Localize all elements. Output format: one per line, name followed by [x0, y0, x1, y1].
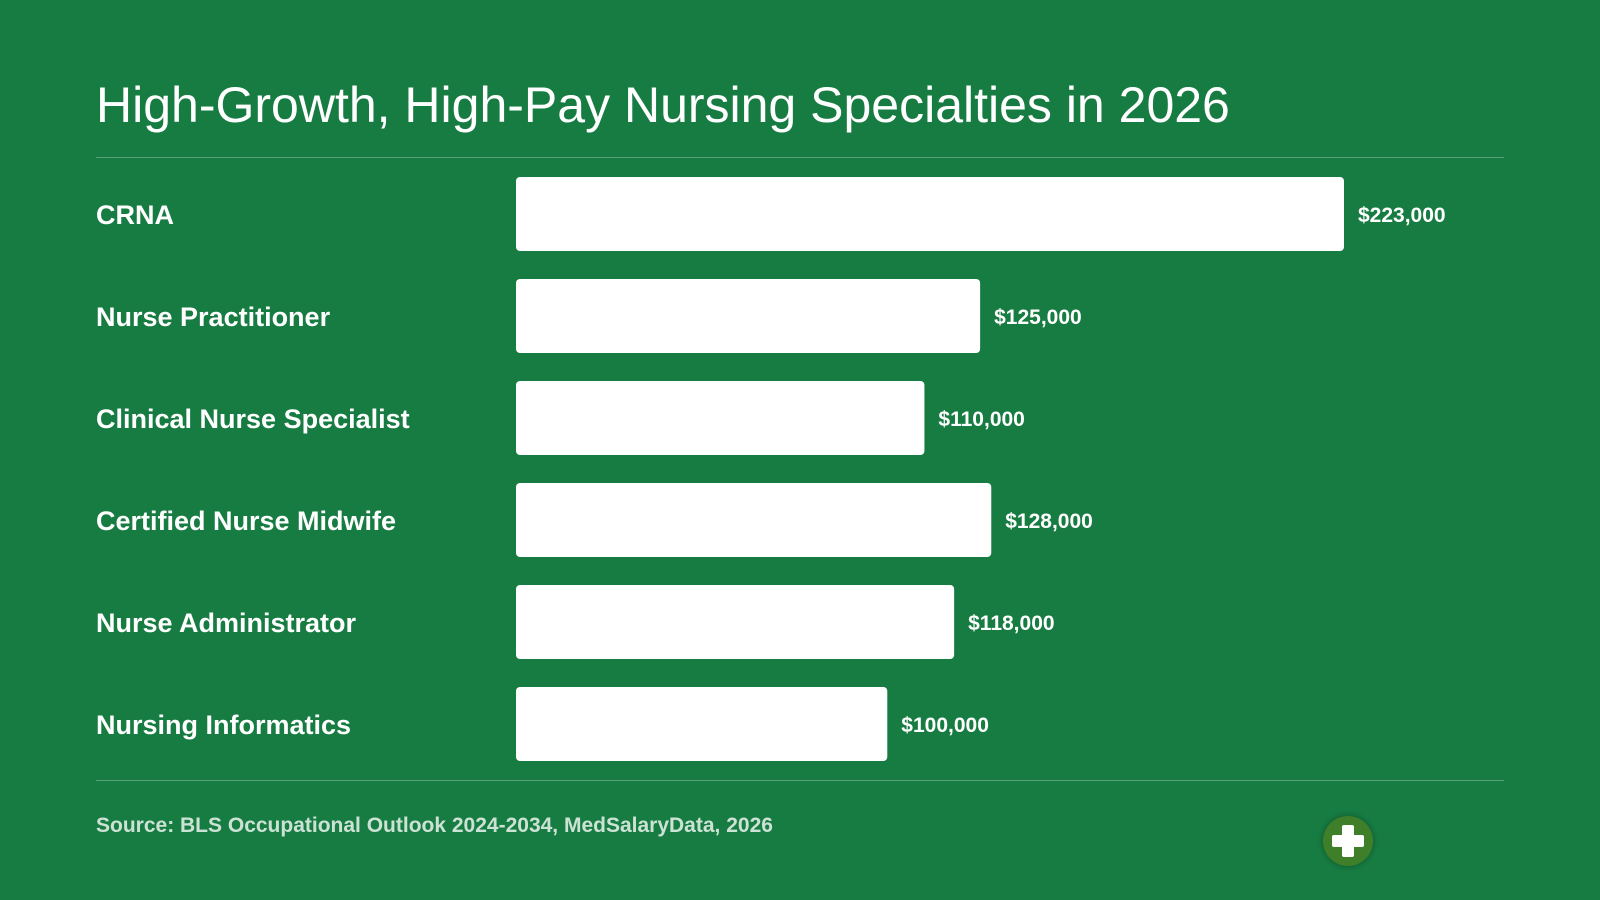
value-label: $128,000: [1005, 510, 1093, 533]
bar: [516, 381, 925, 455]
category-label: CRNA: [96, 200, 174, 230]
medical-cross-icon: [1323, 816, 1373, 866]
value-label: $125,000: [994, 306, 1082, 329]
source-note: Source: BLS Occupational Outlook 2024-20…: [96, 814, 773, 837]
category-label: Certified Nurse Midwife: [96, 506, 396, 536]
category-label: Nurse Administrator: [96, 608, 357, 638]
bar: [516, 483, 992, 557]
bar: [516, 279, 981, 353]
chart-title: High-Growth, High-Pay Nursing Specialtie…: [96, 77, 1230, 133]
value-label: $110,000: [938, 408, 1024, 431]
category-label: Nursing Informatics: [96, 710, 351, 740]
cross-vertical: [1342, 825, 1354, 857]
title-divider: [96, 157, 1504, 158]
bar: [516, 585, 955, 659]
value-label: $223,000: [1358, 204, 1446, 227]
footer-divider: [96, 780, 1504, 781]
bar: [516, 177, 1344, 251]
value-label: $118,000: [968, 612, 1054, 635]
value-label: $100,000: [901, 714, 989, 737]
category-label: Clinical Nurse Specialist: [96, 404, 410, 434]
category-label: Nurse Practitioner: [96, 302, 331, 332]
bar: [516, 687, 888, 761]
